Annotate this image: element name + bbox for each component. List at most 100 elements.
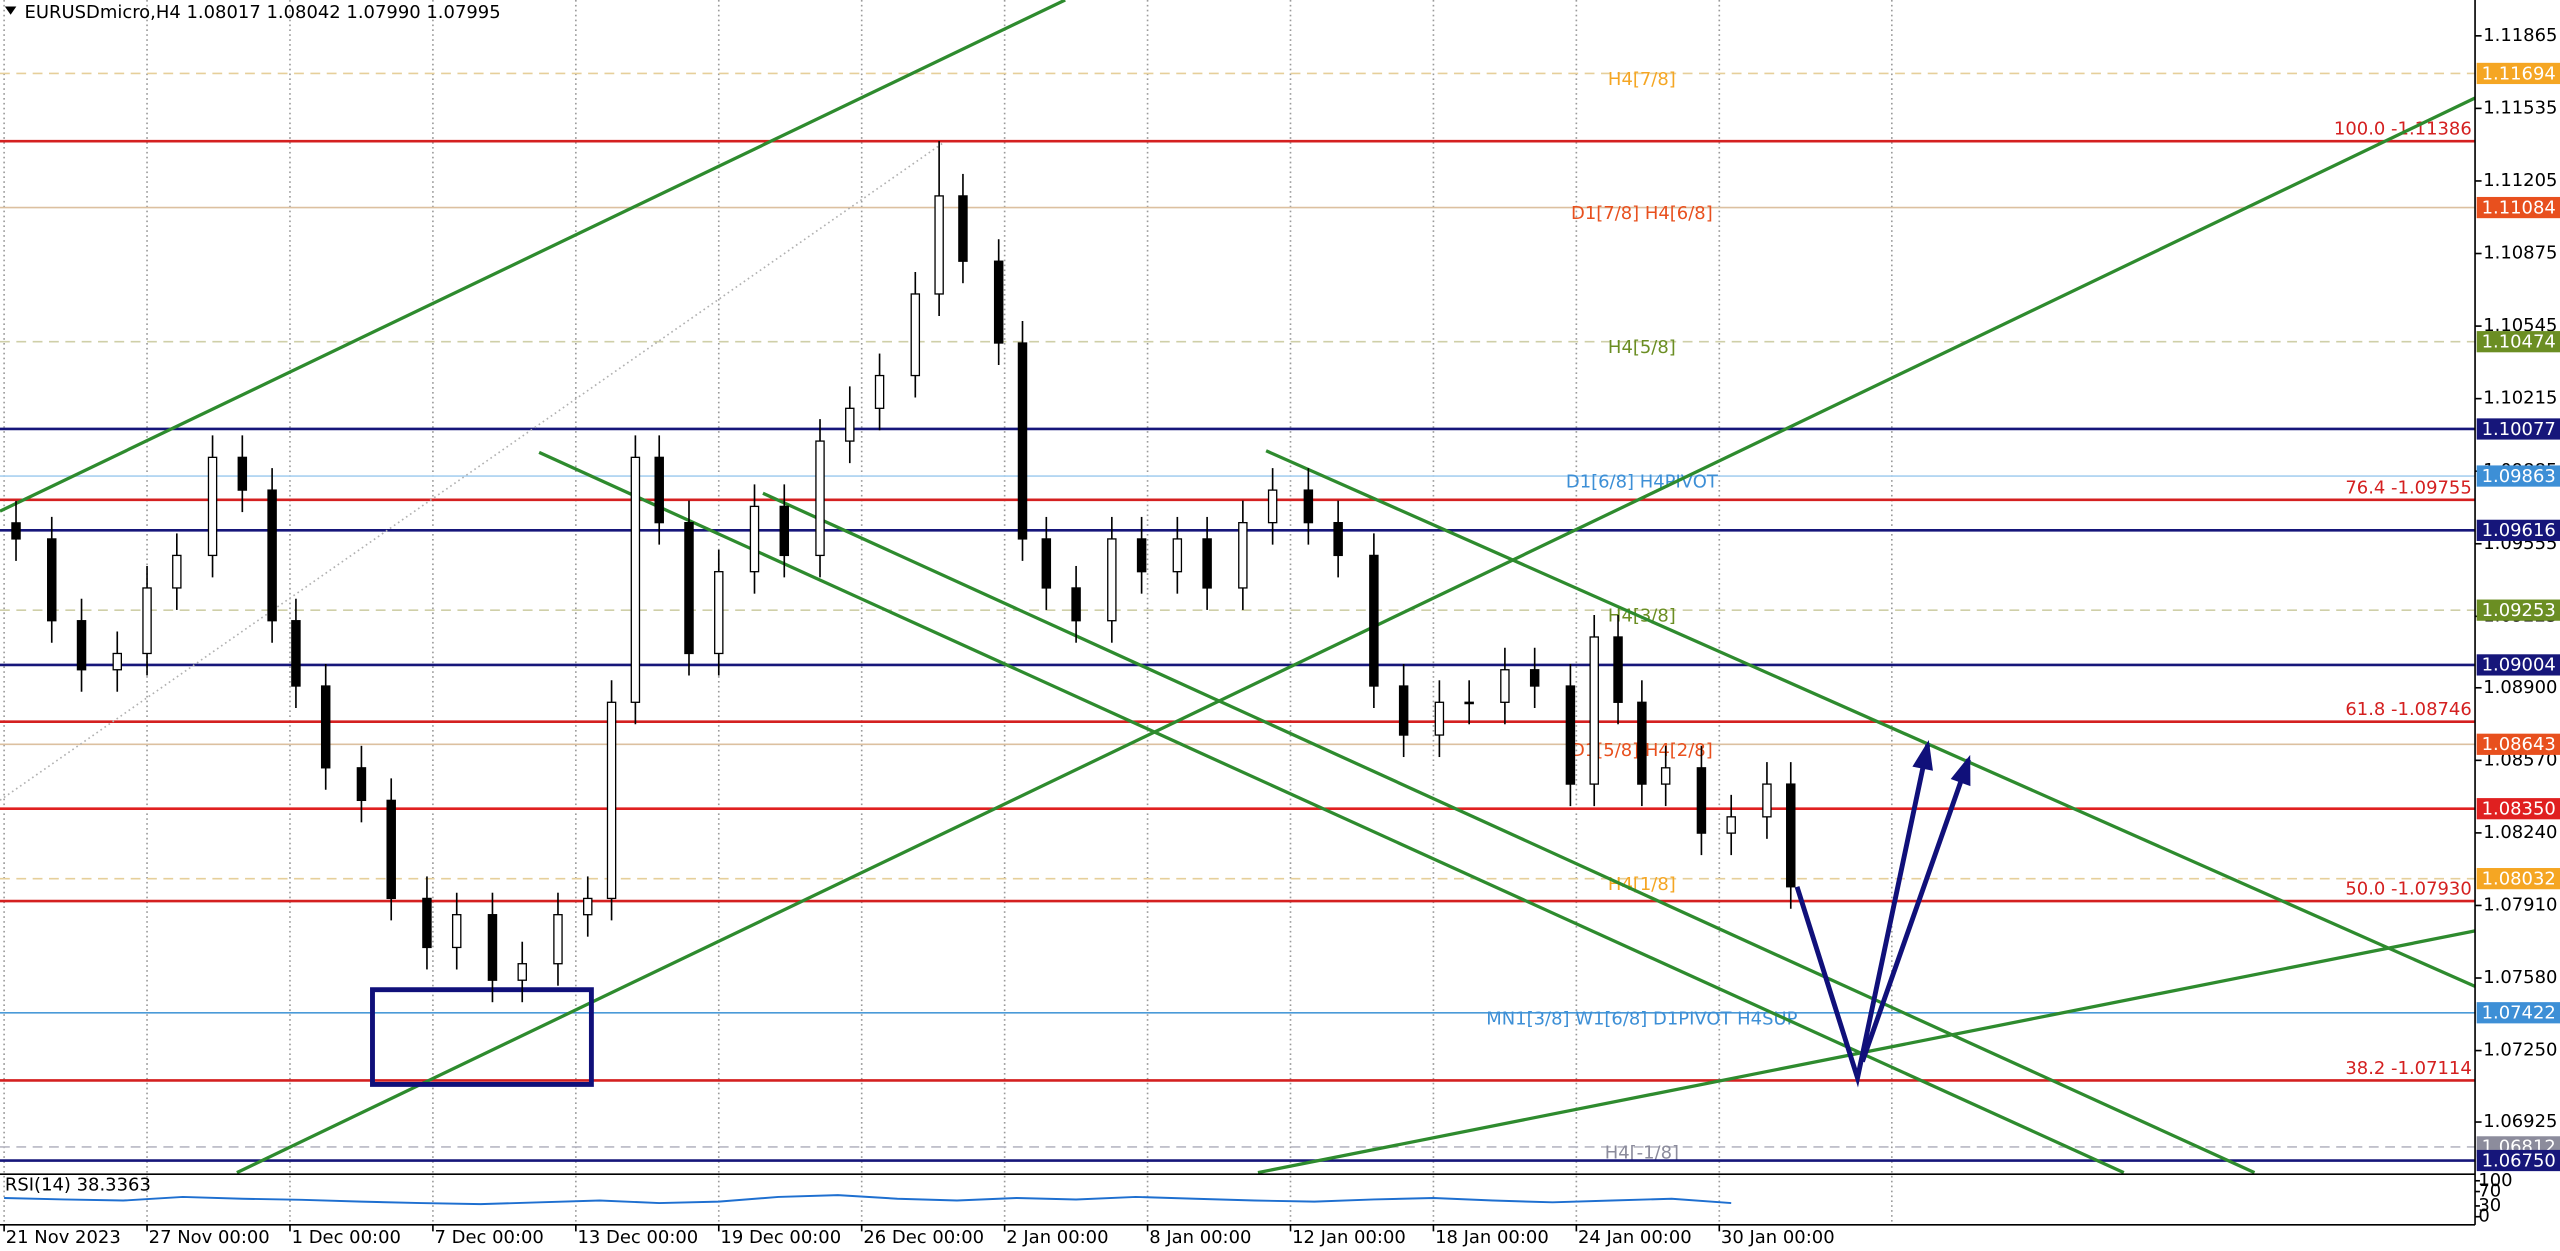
- x-tick-label: 30 Jan 00:00: [1721, 1227, 1835, 1248]
- levels-layer: H4[7/8] 100.0 -1.11386 D1[7/8] H4[6/8] H4[5…: [0, 69, 2476, 1163]
- y-tick-label: 1.10545: [2483, 315, 2557, 336]
- candle-body: [1369, 554, 1379, 687]
- rsi-line: [4, 1194, 1732, 1206]
- candle-body: [1696, 767, 1707, 834]
- fib-label: 50.0 -1.07930: [2345, 879, 2471, 900]
- arrow-head: [1912, 739, 1933, 771]
- x-tick-label: 7 Dec 00:00: [435, 1227, 544, 1248]
- candle-body: [654, 456, 664, 524]
- level-price-box: [2476, 868, 2560, 890]
- candle-body: [583, 897, 593, 916]
- candle-body: [1613, 636, 1623, 703]
- murrey-label: H4[1/8]: [1608, 874, 1676, 895]
- y-tick-label: 1.07580: [2483, 967, 2557, 988]
- candle-body: [714, 571, 724, 655]
- arrow-head: [1950, 754, 1971, 787]
- candle-body: [1637, 701, 1647, 785]
- candle-body: [1303, 489, 1314, 524]
- zone-box: [370, 987, 594, 1087]
- candle-body: [1500, 669, 1510, 703]
- candle-body: [1726, 816, 1736, 834]
- candles-layer: [11, 141, 1796, 1003]
- candle-body: [487, 914, 498, 981]
- y-tick-label: 1.06925: [2483, 1111, 2557, 1132]
- level-price-box: [2476, 465, 2560, 487]
- candle-body: [356, 767, 367, 802]
- x-tick-label: 21 Nov 2023: [6, 1227, 121, 1248]
- candle-body: [684, 521, 694, 655]
- candle-body: [11, 522, 21, 540]
- level-price-label: 1.08350: [2482, 799, 2556, 820]
- candle-body: [291, 620, 301, 687]
- menu-triangle[interactable]: [4, 6, 17, 15]
- level-price-label: 1.06750: [2482, 1150, 2556, 1171]
- drawings-layer: [0, 0, 2476, 1175]
- rsi-tick-label: 100: [2478, 1170, 2512, 1191]
- candle-body: [1172, 538, 1183, 573]
- trend-line: [1265, 449, 2476, 988]
- fib-base-line: [0, 141, 945, 801]
- rsi-tick-label: 0: [2478, 1206, 2489, 1227]
- candle-body: [815, 440, 825, 557]
- murrey-label: H4[-1/8]: [1605, 1142, 1679, 1163]
- candle-body: [112, 652, 123, 671]
- murrey-label: MN1[3/8] W1[6/8] D1PIVOT H4SUP: [1486, 1008, 1797, 1029]
- candle-body: [172, 554, 182, 589]
- trend-line: [236, 96, 2476, 1175]
- level-price-label: 1.09004: [2482, 655, 2556, 676]
- candle-body: [237, 456, 248, 491]
- level-price-label: 1.11694: [2482, 63, 2556, 84]
- candle-body: [1589, 636, 1599, 785]
- level-price-box: [2476, 331, 2560, 353]
- candle-body: [1786, 783, 1796, 888]
- candle-body: [1464, 701, 1474, 705]
- rsi-tick-label: 70: [2478, 1181, 2501, 1202]
- murrey-label: H4[7/8]: [1608, 69, 1676, 90]
- candle-body: [874, 374, 885, 409]
- candle-body: [630, 456, 641, 703]
- candle-body: [1041, 538, 1052, 589]
- candle-body: [1333, 521, 1343, 557]
- level-price-box: [2476, 599, 2560, 621]
- y-tick-label: 1.10215: [2483, 388, 2557, 409]
- candle-body: [1398, 685, 1409, 736]
- candle-body: [207, 456, 218, 557]
- level-price-box: [2476, 1002, 2560, 1024]
- candle-body: [993, 260, 1004, 344]
- candle-body: [749, 505, 760, 573]
- candle-body: [422, 897, 432, 949]
- candle-body: [779, 505, 790, 557]
- candle-body: [934, 195, 944, 295]
- level-price-label: 1.09863: [2482, 466, 2556, 487]
- fib-label: 76.4 -1.09755: [2345, 477, 2471, 498]
- x-tick-label: 13 Dec 00:00: [577, 1227, 698, 1248]
- y-tick-label: 1.11865: [2483, 25, 2557, 46]
- candle-body: [76, 620, 87, 671]
- candle-body: [267, 489, 277, 622]
- x-tick-label: 8 Jan 00:00: [1149, 1227, 1251, 1248]
- trend-line: [762, 491, 2256, 1175]
- level-price-label: 1.10474: [2482, 332, 2556, 353]
- level-price-box: [2476, 62, 2560, 85]
- y-tick-label: 1.08900: [2483, 677, 2557, 698]
- level-price-label: 1.09253: [2482, 600, 2556, 621]
- x-tick-label: 2 Jan 00:00: [1006, 1227, 1108, 1248]
- rsi-label: RSI(14) 38.3363: [5, 1175, 151, 1196]
- level-price-label: 1.10077: [2482, 419, 2556, 440]
- x-tick-label: 27 Nov 00:00: [149, 1227, 270, 1248]
- level-price-label: 1.07422: [2482, 1003, 2556, 1024]
- candle-body: [553, 914, 563, 965]
- rsi-tick-label: 30: [2478, 1195, 2501, 1216]
- candle-body: [606, 701, 617, 900]
- y-tick-label: 1.11535: [2483, 97, 2557, 118]
- candle-body: [1136, 538, 1147, 573]
- murrey-label: H4[5/8]: [1608, 337, 1676, 358]
- y-tick-label: 1.08240: [2483, 822, 2557, 843]
- level-price-box: [2476, 418, 2560, 440]
- x-tick-label: 18 Jan 00:00: [1435, 1227, 1549, 1248]
- murrey-label: D1[7/8] H4[6/8]: [1571, 203, 1713, 224]
- y-tick-label: 1.10875: [2483, 243, 2557, 264]
